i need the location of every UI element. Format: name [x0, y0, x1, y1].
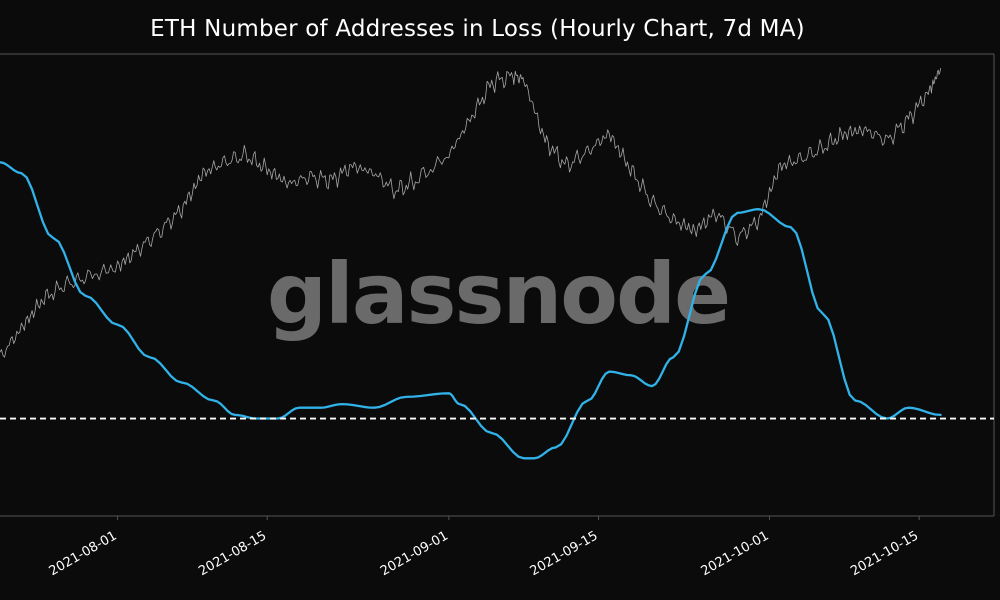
x-tick-label: 2021-10-01: [699, 528, 772, 579]
watermark: glassnode: [267, 245, 731, 343]
plot-frame: [0, 53, 995, 517]
x-tick-label: 2021-08-15: [196, 528, 269, 579]
x-tick-label: 2021-09-15: [528, 528, 601, 579]
x-tick-label: 2021-08-01: [47, 528, 120, 579]
x-tick-label: 2021-09-01: [378, 528, 451, 579]
x-tick-label: 2021-10-15: [848, 528, 921, 579]
x-axis: 2021-08-01 2021-08-15 2021-09-01 2021-09-15…: [47, 516, 921, 579]
chart-title: ETH Number of Addresses in Loss (Hourly …: [150, 16, 805, 42]
watermark-text: glassnode: [267, 245, 729, 343]
price-line: [0, 68, 941, 358]
